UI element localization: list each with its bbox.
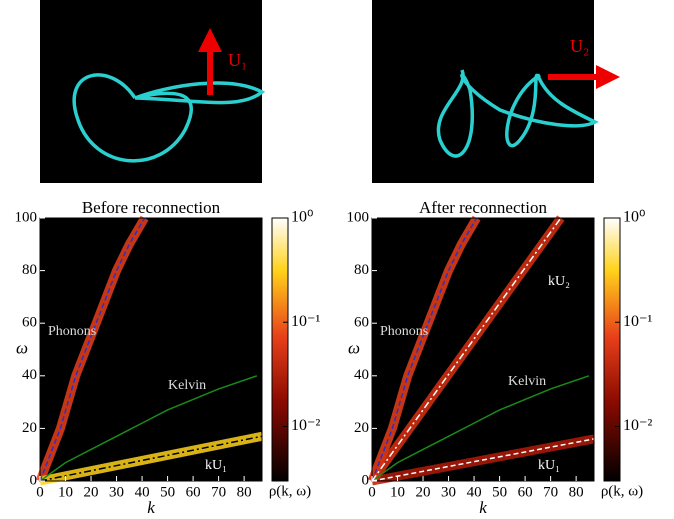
- dispersion-line: [371, 217, 478, 482]
- x-tick-label: 30: [441, 484, 456, 500]
- x-tick-label: 40: [135, 484, 150, 500]
- x-axis-label: k: [147, 498, 155, 517]
- x-tick-label: 80: [569, 484, 584, 500]
- chart-title: Before reconnection: [82, 198, 221, 217]
- y-tick-label: 60: [22, 315, 37, 331]
- y-tick-label: 80: [22, 262, 37, 278]
- y-axis-label: ω: [348, 338, 360, 357]
- density-band: [39, 431, 263, 486]
- x-tick-label: 10: [58, 484, 73, 500]
- plot-frame: [39, 217, 263, 482]
- annotation: Phonons: [380, 324, 428, 339]
- x-tick-label: 50: [492, 484, 507, 500]
- x-tick-label: 20: [84, 484, 99, 500]
- x-tick-label: 60: [518, 484, 533, 500]
- x-tick-label: 70: [211, 484, 226, 500]
- velocity-label: U₂: [570, 36, 589, 56]
- colorbar-tick-label: 10⁰: [623, 209, 645, 226]
- x-tick-label: 80: [237, 484, 252, 500]
- colorbar-tick-label: 10⁰: [291, 209, 313, 226]
- x-tick-label: 0: [368, 484, 376, 500]
- y-tick-label: 80: [354, 262, 369, 278]
- colorbar-tick-label: 10⁻²: [291, 417, 320, 434]
- x-tick-label: 0: [36, 484, 44, 500]
- y-tick-label: 100: [15, 209, 38, 225]
- colorbar-label: ρ(k, ω): [601, 483, 643, 499]
- annotation: kU₂: [548, 274, 570, 289]
- dispersion-line: [39, 375, 258, 482]
- colorbar-tick-label: 10⁻¹: [623, 313, 652, 330]
- dispersion-line: [39, 217, 146, 482]
- vortex-image: [372, 0, 594, 183]
- annotation: kU₁: [538, 458, 560, 473]
- vortex-ring: [436, 69, 599, 158]
- x-tick-label: 40: [467, 484, 482, 500]
- colorbar-tick-label: 10⁻¹: [291, 313, 320, 330]
- y-tick-label: 0: [362, 472, 370, 488]
- colorbar: [271, 217, 289, 482]
- x-tick-label: 20: [416, 484, 431, 500]
- dispersion-line: [371, 375, 590, 482]
- x-tick-label: 60: [186, 484, 201, 500]
- annotation: Kelvin: [508, 374, 546, 389]
- y-tick-label: 20: [354, 420, 369, 436]
- y-tick-label: 40: [354, 367, 369, 383]
- annotation: kU₁: [205, 458, 227, 473]
- colorbar-tick-label: 10⁻²: [623, 417, 652, 434]
- chart-title: After reconnection: [419, 198, 547, 217]
- colorbar-label: ρ(k, ω): [269, 483, 311, 499]
- x-tick-label: 50: [160, 484, 175, 500]
- annotation: Kelvin: [168, 378, 206, 393]
- plot-frame: [371, 217, 595, 482]
- y-tick-label: 60: [354, 315, 369, 331]
- x-tick-label: 30: [109, 484, 124, 500]
- vortex-ring: [72, 73, 266, 163]
- x-tick-label: 70: [543, 484, 558, 500]
- y-tick-label: 20: [22, 420, 37, 436]
- colorbar: [603, 217, 621, 482]
- y-tick-label: 40: [22, 367, 37, 383]
- y-tick-label: 100: [347, 209, 370, 225]
- x-axis-label: k: [479, 498, 487, 517]
- dispersion-line: [371, 438, 595, 482]
- plot-area: [40, 218, 262, 481]
- annotation: Phonons: [48, 324, 96, 339]
- y-tick-label: 0: [30, 472, 38, 488]
- y-axis-label: ω: [16, 338, 28, 357]
- velocity-label: U₁: [228, 50, 247, 70]
- dispersion-line: [371, 217, 562, 482]
- x-tick-label: 10: [390, 484, 405, 500]
